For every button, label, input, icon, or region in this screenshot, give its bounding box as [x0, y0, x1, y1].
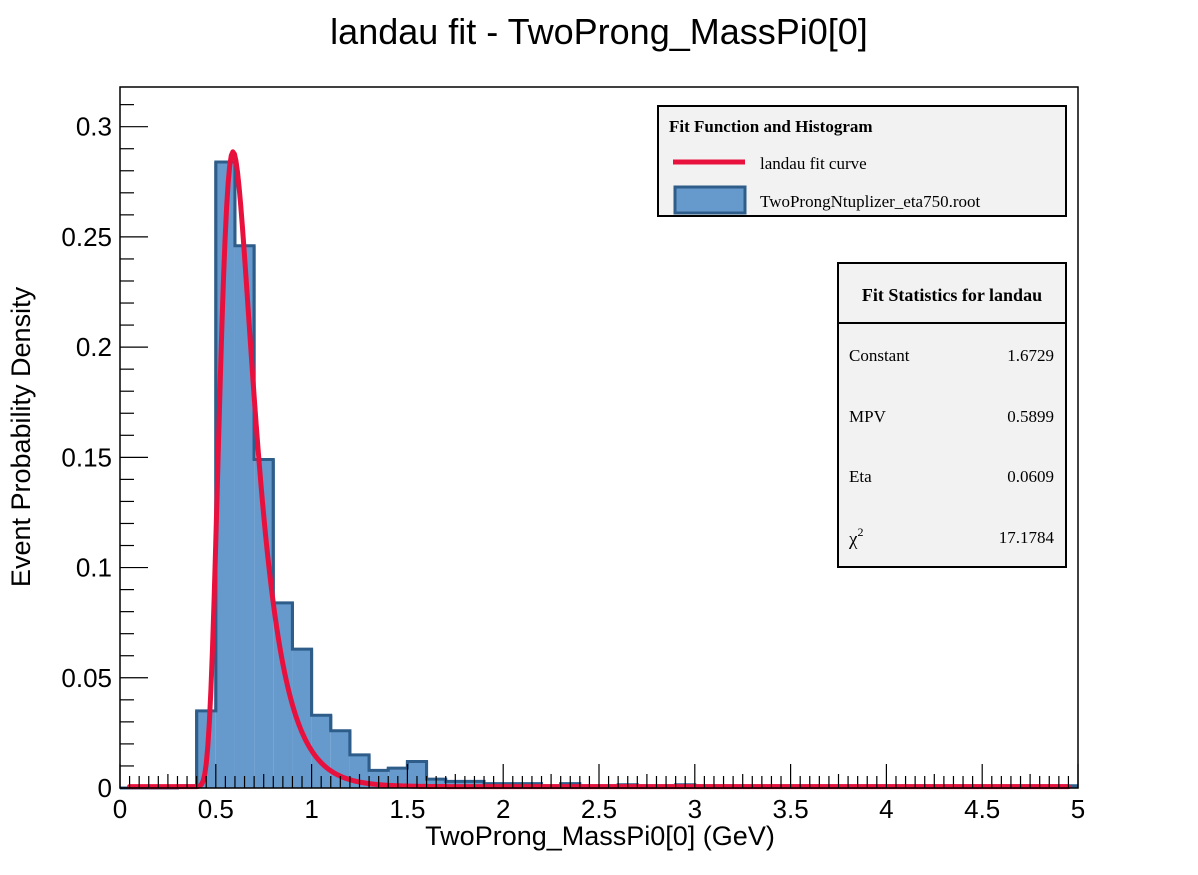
x-tick-label: 5: [1071, 794, 1085, 824]
x-tick-label: 1.5: [389, 794, 425, 824]
legend-entry-fit: landau fit curve: [760, 154, 867, 173]
x-tick-label: 4: [879, 794, 893, 824]
y-tick-label: 0.25: [61, 222, 112, 252]
stats-label-chi2: χ2: [848, 525, 863, 550]
stats-frame: [837, 262, 1067, 568]
stats-value-constant: 1.6729: [1007, 346, 1054, 365]
y-tick-label: 0.3: [76, 112, 112, 142]
y-tick-label: 0: [98, 773, 112, 803]
histogram-bar: [407, 761, 427, 788]
stats-title: Fit Statistics for landau: [862, 285, 1042, 305]
stats-value-eta: 0.0609: [1007, 467, 1054, 486]
histogram-bar: [234, 245, 255, 789]
x-tick-label: 2: [496, 794, 510, 824]
axes: 0 0.5 1 1.5 2 2.5 3 3.5 4 4.5 5 0 0.05 0.1 0.15 0.2 0.25…: [61, 86, 1085, 824]
stats-label-chi2-superscript: 2: [857, 525, 863, 539]
x-tick-label: 2.5: [581, 794, 617, 824]
x-tick-label: 1: [304, 794, 318, 824]
stats-label-eta: Eta: [849, 467, 872, 486]
legend: Fit Function and Histogram landau fit cu…: [657, 105, 1067, 217]
x-tick-label: 4.5: [964, 794, 1000, 824]
y-tick-label: 0.15: [61, 442, 112, 472]
y-axis-label: Event Probability Density: [6, 286, 36, 587]
x-tick-label: 3.5: [773, 794, 809, 824]
legend-entry-hist: TwoProngNtuplizer_eta750.root: [760, 192, 981, 211]
x-tick-label: 0: [113, 794, 127, 824]
stats-label-mpv: MPV: [849, 407, 887, 426]
stats-value-chi2: 17.1784: [999, 528, 1055, 547]
x-tick-label: 0.5: [198, 794, 234, 824]
stats-box: Fit Statistics for landau Constant 1.672…: [837, 262, 1067, 568]
stats-value-mpv: 0.5899: [1007, 407, 1054, 426]
y-tick-label: 0.1: [76, 553, 112, 583]
legend-title: Fit Function and Histogram: [669, 117, 873, 136]
chart-title: landau fit - TwoProng_MassPi0[0]: [330, 11, 868, 52]
legend-hist-swatch: [673, 185, 747, 215]
y-tick-label: 0.2: [76, 332, 112, 362]
x-tick-label: 3: [688, 794, 702, 824]
x-axis-label: TwoProng_MassPi0[0] (GeV): [425, 821, 775, 851]
stats-label-constant: Constant: [849, 346, 910, 365]
stats-label-chi2-symbol: χ: [848, 529, 858, 550]
y-tick-label: 0.05: [61, 663, 112, 693]
histogram-bar: [292, 649, 312, 788]
